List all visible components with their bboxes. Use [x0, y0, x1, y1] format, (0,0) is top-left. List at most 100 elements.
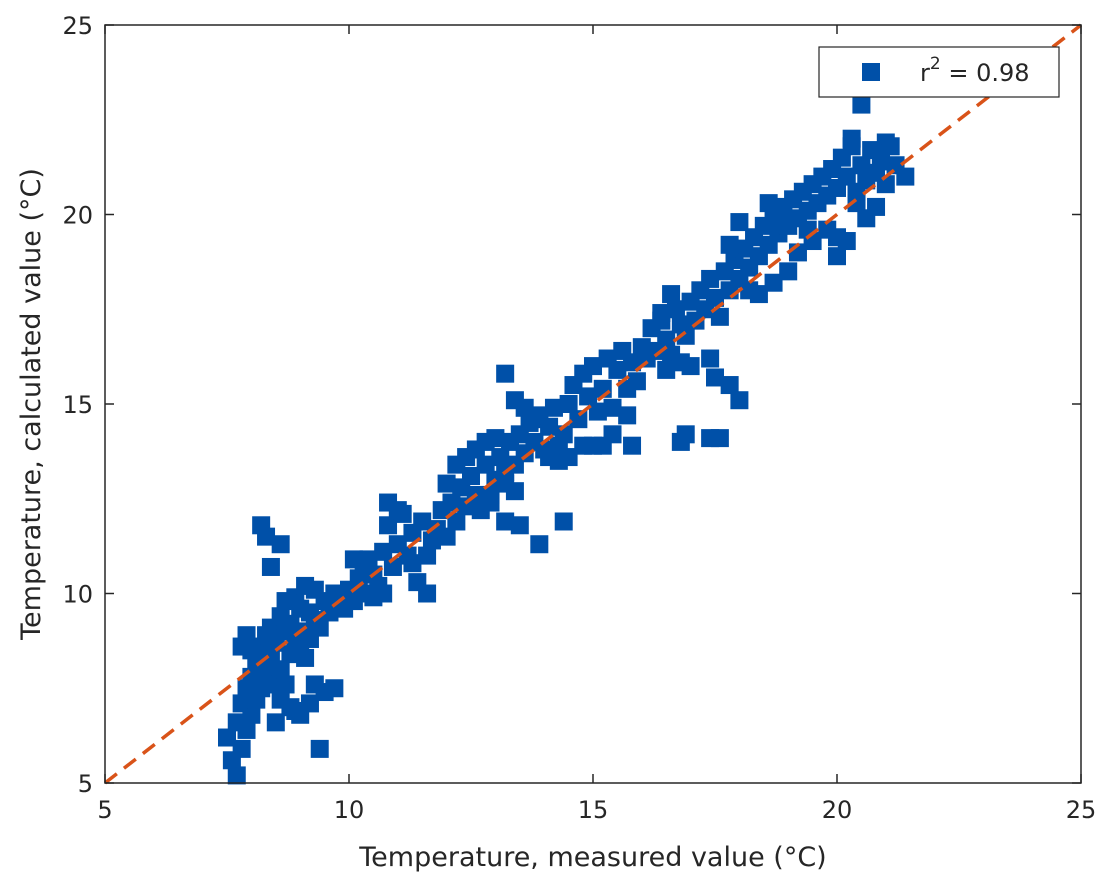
data-point — [437, 474, 456, 493]
data-point — [481, 485, 500, 504]
data-point — [652, 304, 671, 323]
x-axis-label: Temperature, measured value (°C) — [358, 842, 826, 873]
data-point — [852, 95, 871, 114]
data-point — [842, 129, 861, 148]
tick-labels-layer: 5 10 15 20 25 5 10 15 20 25 — [62, 12, 1096, 824]
data-point — [603, 425, 622, 444]
data-point — [437, 527, 456, 546]
data-point — [623, 353, 642, 372]
data-point — [296, 648, 315, 667]
data-point — [403, 554, 422, 573]
data-point — [662, 285, 681, 304]
points-layer — [218, 95, 915, 785]
ticks-layer — [104, 24, 1082, 784]
data-point — [237, 720, 256, 739]
data-point — [515, 398, 534, 417]
data-point — [559, 395, 578, 413]
data-point — [447, 512, 466, 531]
data-point — [759, 194, 778, 213]
reference-line — [103, 23, 1083, 785]
data-point — [310, 618, 329, 637]
legend-label-prefix: r — [920, 59, 930, 87]
data-point — [305, 675, 324, 694]
data-point — [505, 482, 524, 501]
legend-box — [818, 46, 1060, 98]
data-point — [413, 512, 432, 531]
data-point — [720, 376, 739, 395]
data-point — [779, 262, 798, 281]
data-point — [242, 641, 261, 660]
data-point — [847, 194, 866, 213]
data-point — [569, 410, 588, 429]
data-point — [871, 144, 890, 163]
data-point — [676, 326, 695, 345]
data-point — [379, 516, 398, 535]
data-point — [554, 512, 573, 531]
data-point — [710, 307, 729, 326]
data-point — [671, 432, 690, 451]
data-point — [618, 406, 637, 425]
data-point — [627, 372, 646, 391]
data-point — [867, 197, 886, 216]
data-point — [320, 603, 339, 622]
data-point — [271, 660, 290, 679]
y-tick-label: 20 — [62, 202, 93, 230]
data-point — [218, 728, 236, 747]
data-point — [764, 273, 783, 292]
data-point — [496, 364, 515, 383]
data-point — [374, 542, 393, 561]
data-point — [584, 357, 602, 376]
x-tick-label: 10 — [334, 796, 365, 824]
data-point — [544, 398, 563, 417]
data-point — [374, 584, 393, 603]
data-point — [896, 167, 915, 186]
y-tick-label: 25 — [62, 12, 93, 40]
data-point — [876, 175, 895, 194]
data-point — [476, 455, 495, 474]
data-point — [623, 436, 642, 455]
x-tick-label: 15 — [578, 796, 609, 824]
data-point — [462, 467, 480, 486]
data-point — [774, 205, 793, 224]
data-point — [418, 546, 437, 565]
data-point — [257, 527, 276, 546]
data-point — [657, 360, 676, 379]
data-point — [706, 368, 724, 387]
data-point — [300, 694, 319, 713]
data-point — [828, 247, 846, 266]
data-point — [603, 398, 622, 417]
data-point — [354, 561, 373, 580]
data-point — [383, 557, 402, 576]
data-point — [579, 387, 598, 406]
data-point — [252, 679, 271, 698]
data-point — [730, 391, 749, 410]
data-point — [388, 501, 407, 520]
y-tick-label: 10 — [62, 581, 93, 609]
data-point — [227, 766, 246, 785]
data-point — [237, 626, 256, 645]
data-point — [837, 232, 856, 251]
data-point — [720, 235, 739, 254]
data-point — [486, 429, 505, 448]
data-point — [310, 739, 329, 758]
data-point — [232, 739, 251, 758]
data-point — [242, 705, 261, 724]
data-point — [701, 349, 720, 368]
x-tick-label: 5 — [97, 796, 112, 824]
data-point — [852, 156, 871, 175]
data-point — [837, 167, 856, 186]
data-point — [276, 675, 295, 694]
data-point — [266, 713, 285, 732]
data-point — [701, 429, 720, 448]
legend-label-sup: 2 — [930, 54, 941, 74]
legend: r2 = 0.98 — [818, 46, 1060, 98]
legend-label-suffix: = 0.98 — [941, 59, 1030, 87]
data-point — [608, 360, 627, 379]
data-point — [261, 557, 280, 576]
data-point — [491, 448, 510, 467]
data-point — [681, 357, 700, 376]
data-point — [286, 701, 305, 720]
data-point — [530, 406, 549, 425]
data-point — [281, 614, 300, 633]
